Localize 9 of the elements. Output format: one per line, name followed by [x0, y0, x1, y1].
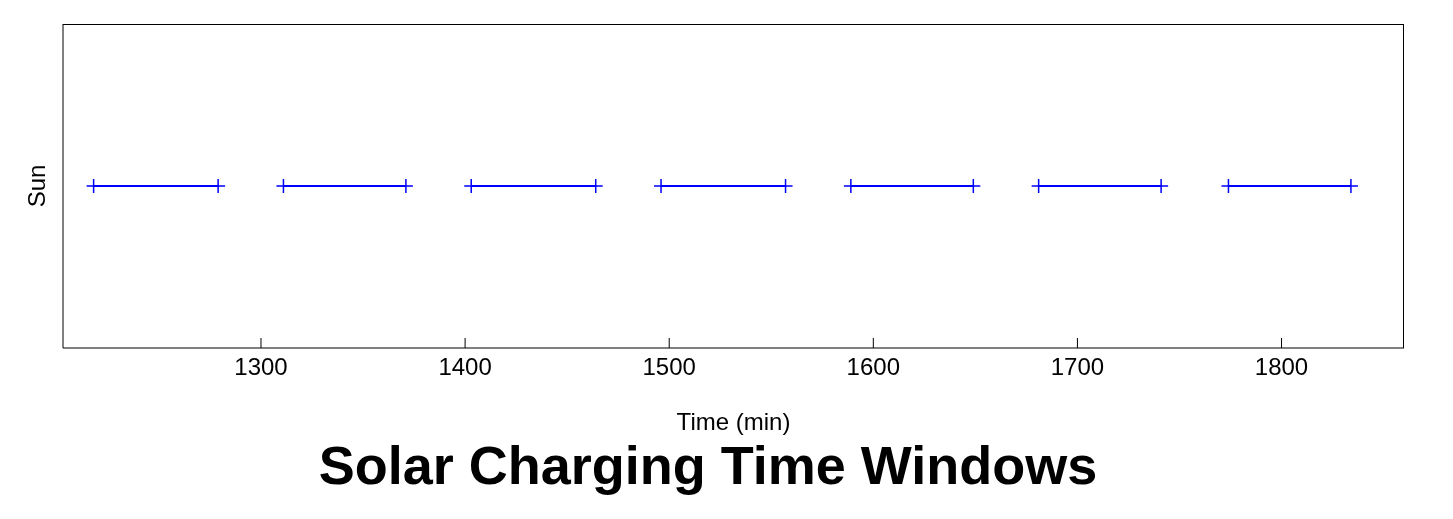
x-tick-label: 1600 [846, 353, 901, 381]
x-tick-label: 1800 [1254, 353, 1309, 381]
x-tick-label: 1400 [438, 353, 492, 381]
y-tick-label: Sun [23, 164, 50, 208]
x-tick-label: 1500 [642, 353, 696, 381]
text: Solar Charging Time Windows [317, 435, 1099, 496]
x-axis-title: Time (min) [676, 408, 791, 435]
x-tick-label: 1700 [1050, 353, 1105, 381]
x-tick-label: 1300 [234, 353, 288, 381]
